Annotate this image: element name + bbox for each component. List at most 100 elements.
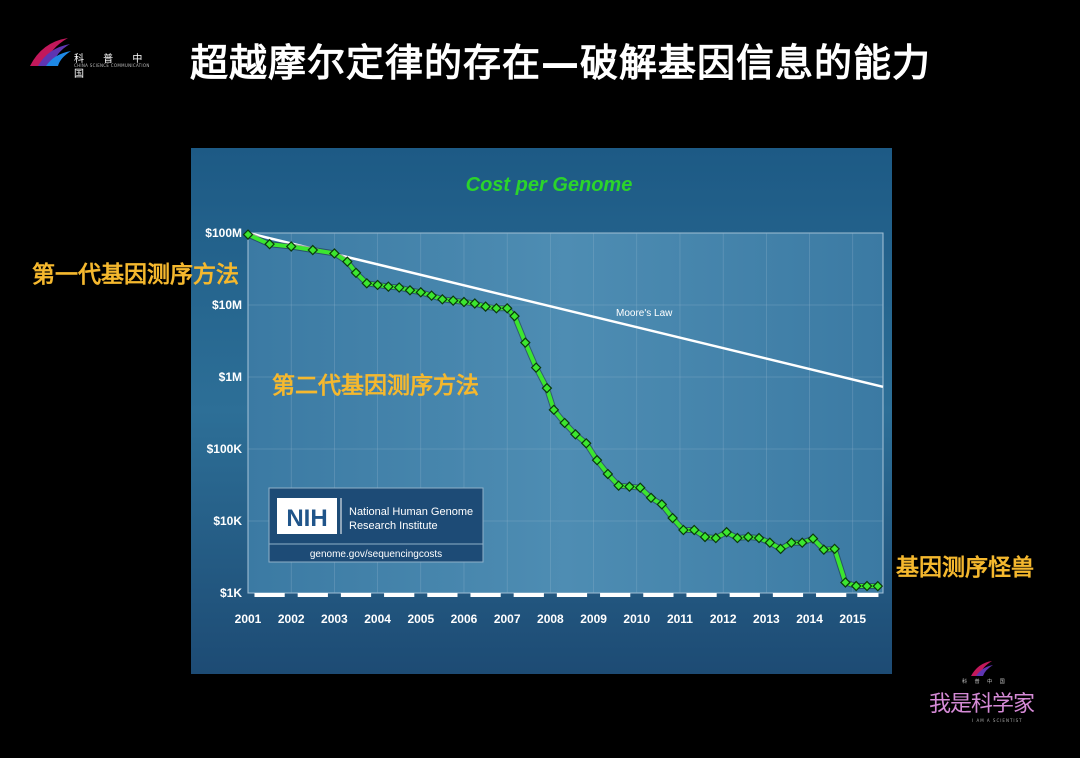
x-tick-label: 2006 [451, 612, 478, 626]
kepu-logo-icon [30, 38, 71, 66]
x-tick-label: 2001 [235, 612, 262, 626]
cost-data-point [699, 531, 711, 543]
cost-data-point [383, 281, 394, 292]
x-axis-year-marker [816, 593, 847, 597]
cost-data-point [667, 512, 678, 524]
cost-data-point [580, 437, 592, 449]
x-tick-label: 2008 [537, 612, 564, 626]
x-tick-label: 2003 [321, 612, 348, 626]
nih-abbr: NIH [286, 505, 327, 532]
x-axis-year-marker [470, 593, 501, 597]
cost-data-point [656, 499, 668, 510]
cost-data-point [710, 532, 722, 544]
cost-data-point [624, 481, 635, 492]
cost-data-point [861, 580, 873, 592]
cost-data-point [688, 524, 700, 536]
i-am-a-scientist-logo: 科 普 中 国 我是科学家 I AM A SCIENTIST [926, 660, 1046, 730]
cost-data-point [829, 543, 840, 555]
cost-data-point [361, 277, 373, 289]
cost-data-point [764, 537, 776, 549]
logo-cn-text: 科 普 中 国 [74, 54, 151, 80]
cost-data-point [850, 580, 862, 592]
cost-data-point [342, 256, 353, 268]
x-tick-label: 2013 [753, 612, 780, 626]
kepu-china-logo: 科 普 中 国 CHINA SCIENCE COMMUNICATION [28, 36, 178, 80]
y-tick-label: $100M [205, 226, 242, 240]
cost-data-point [480, 301, 491, 312]
cost-data-point [307, 244, 319, 256]
x-tick-label: 2015 [839, 612, 866, 626]
cost-data-point [437, 293, 448, 305]
x-axis-year-marker [643, 593, 674, 597]
cost-data-point [807, 533, 819, 544]
cost-data-point [753, 532, 765, 544]
x-tick-label: 2007 [494, 612, 521, 626]
y-tick-label: $100K [207, 442, 243, 456]
x-tick-label: 2010 [623, 612, 650, 626]
cost-data-point [645, 492, 657, 504]
footer-logo-main: 我是科学家 [929, 692, 1035, 717]
cost-data-point [530, 362, 542, 373]
x-axis-year-marker [340, 593, 372, 597]
y-tick-label: $10K [213, 514, 242, 528]
cost-data-point [721, 526, 732, 538]
cost-data-point [447, 295, 459, 306]
cost-data-point [591, 454, 603, 466]
second-gen-annotation: 第二代基因测序方法 [272, 373, 479, 399]
cost-data-point [742, 531, 754, 543]
y-tick-label: $1M [219, 370, 242, 384]
cost-data-point [602, 468, 614, 480]
sequencing-monster-annotation: 基因测序怪兽 [896, 555, 1034, 581]
x-axis-year-marker [686, 593, 717, 597]
x-axis-year-marker [384, 593, 415, 597]
y-tick-label: $10M [212, 298, 242, 312]
cost-data-point [519, 337, 531, 348]
cost-data-point [372, 279, 383, 291]
x-axis-year-marker [254, 593, 285, 597]
x-axis-year-marker [297, 593, 328, 597]
cost-data-point [678, 524, 689, 536]
cost-data-point [404, 284, 416, 296]
x-axis-year-marker [772, 593, 804, 597]
kepu-mini-logo-icon [971, 661, 993, 676]
cost-data-point [426, 290, 437, 301]
cost-data-point [285, 241, 297, 252]
cost-data-point [242, 229, 254, 240]
x-tick-label: 2002 [278, 612, 305, 626]
cost-data-point [541, 382, 553, 394]
cost-data-point [840, 577, 851, 588]
x-axis-year-marker [600, 593, 631, 597]
x-axis-year-marker [427, 593, 458, 597]
cost-data-point [613, 480, 624, 491]
first-gen-annotation: 第一代基因测序方法 [32, 262, 239, 288]
cost-data-point [501, 302, 513, 314]
x-tick-label: 2005 [407, 612, 434, 626]
slide-title: 超越摩尔定律的存在—破解基因信息的能力 [190, 41, 932, 85]
chart-panel: $100M $10M $1M $100K $10K $1K 2001 2002 2003 200… [191, 148, 892, 674]
nih-logo-box: NIH National Human Genome Research Insti… [268, 487, 484, 563]
moore-law-label: Moore's Law [616, 308, 673, 319]
cost-data-point [559, 417, 570, 429]
nih-name-line1: National Human Genome [349, 506, 473, 518]
cost-data-point [458, 296, 470, 308]
cost-data-point [570, 428, 581, 440]
cost-data-point [872, 580, 884, 592]
footer-logo-sub: I AM A SCIENTIST [972, 718, 1023, 723]
x-axis-year-marker [729, 593, 760, 597]
x-axis-year-marker [556, 593, 588, 597]
x-tick-label: 2012 [710, 612, 737, 626]
cost-data-point [786, 537, 797, 549]
footer-logo-cn: 科 普 中 国 [962, 679, 1008, 685]
cost-data-point [548, 404, 560, 416]
cost-data-point [732, 532, 743, 544]
cost-data-point [796, 537, 808, 549]
cost-data-point [393, 282, 405, 293]
cost-data-point [329, 248, 340, 259]
x-tick-label: 2009 [580, 612, 607, 626]
x-axis-year-marker [513, 593, 544, 597]
cost-data-point [775, 543, 786, 555]
cost-data-point [350, 267, 362, 279]
logo-en-text: CHINA SCIENCE COMMUNICATION [74, 63, 150, 68]
nih-url: genome.gov/sequencingcosts [310, 549, 442, 560]
chart-title: Cost per Genome [466, 174, 633, 196]
